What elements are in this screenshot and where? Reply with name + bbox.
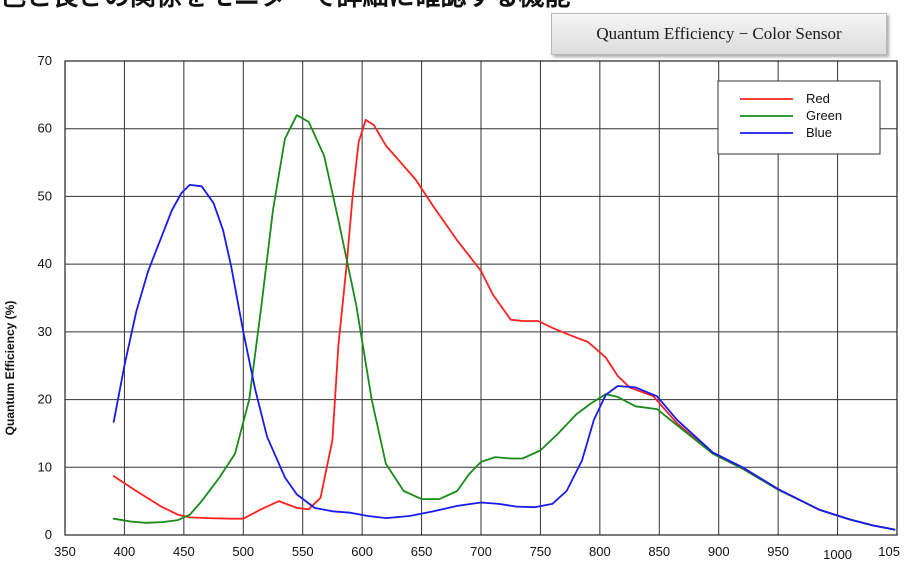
legend-box xyxy=(718,81,880,154)
x-tick-label: 900 xyxy=(708,544,730,559)
x-tick-label: 850 xyxy=(648,544,670,559)
y-tick-label: 50 xyxy=(38,188,52,203)
legend-label-green: Green xyxy=(806,108,842,123)
y-tick-label: 70 xyxy=(38,53,52,68)
y-tick-label: 40 xyxy=(38,256,52,271)
x-tick-label: 1000 xyxy=(823,547,852,561)
x-tick-label: 650 xyxy=(411,544,433,559)
x-tick-label: 450 xyxy=(173,544,195,559)
x-tick-label: 550 xyxy=(292,544,314,559)
y-tick-label: 60 xyxy=(38,121,52,136)
x-tick-labels: 350 400 450 500 550 600 650 700 750 800 850 900 950 1… xyxy=(54,544,900,561)
x-tick-label: 400 xyxy=(114,544,136,559)
legend-label-red: Red xyxy=(806,91,830,106)
x-tick-label: 950 xyxy=(767,544,789,559)
y-tick-labels: 0 10 20 30 40 50 60 70 xyxy=(38,53,52,542)
y-axis-label: Quantum Efficiency (%) xyxy=(3,301,17,436)
x-tick-label: 350 xyxy=(54,544,76,559)
x-tick-label: 700 xyxy=(470,544,492,559)
x-tick-label: 600 xyxy=(351,544,373,559)
x-tick-label: 105 xyxy=(878,544,900,559)
legend-label-blue: Blue xyxy=(806,125,832,140)
y-tick-label: 20 xyxy=(38,392,52,407)
x-tick-label: 500 xyxy=(232,544,254,559)
y-tick-label: 0 xyxy=(45,527,52,542)
x-tick-label: 800 xyxy=(589,544,611,559)
x-tick-label: 750 xyxy=(530,544,552,559)
y-tick-label: 30 xyxy=(38,324,52,339)
chart-legend: Red Green Blue xyxy=(718,81,880,154)
series-line-blue xyxy=(114,185,895,530)
series-line-red xyxy=(114,120,895,530)
y-tick-label: 10 xyxy=(38,459,52,474)
